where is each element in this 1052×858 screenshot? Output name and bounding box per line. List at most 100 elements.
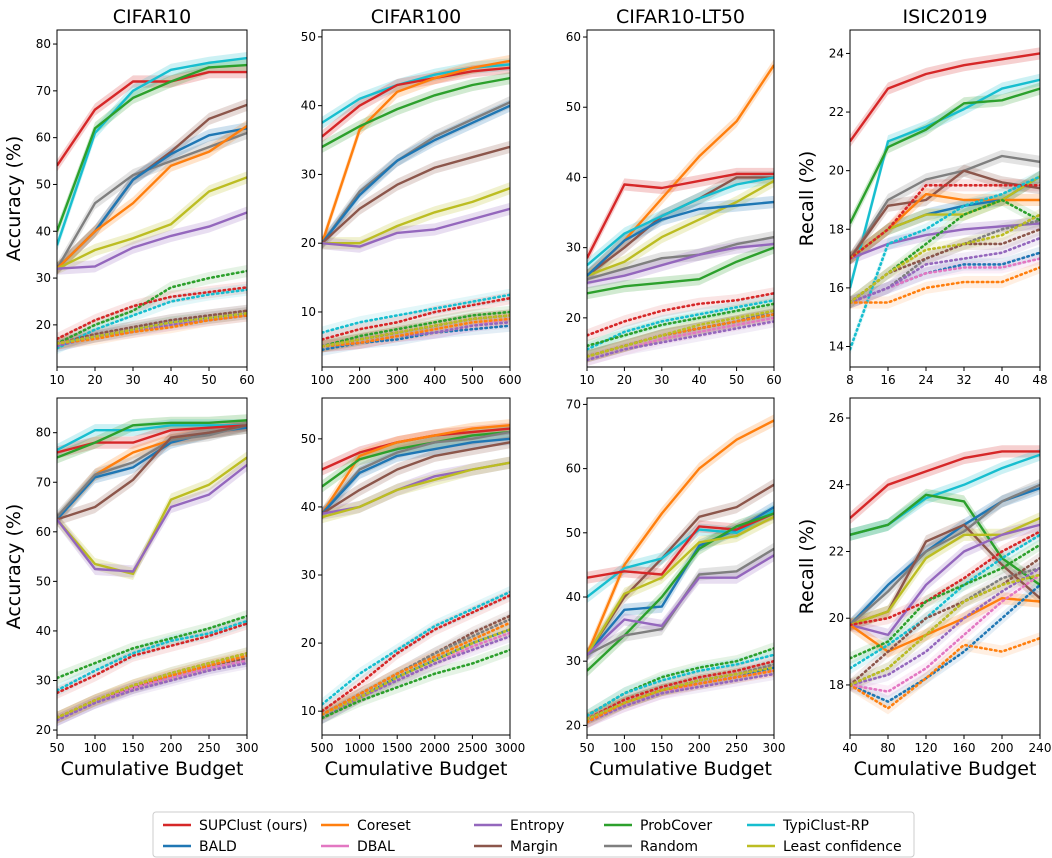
- y-tick-label: 50: [566, 100, 581, 114]
- y-tick-label: 20: [566, 718, 581, 732]
- line-probcover-dotted: [587, 302, 774, 348]
- x-tick-label: 400: [423, 373, 446, 387]
- x-tick-label: 250: [198, 741, 221, 755]
- y-tick-label: 60: [36, 525, 51, 539]
- band-margin-dotted: [850, 223, 1040, 309]
- line-least-confidence-dotted: [587, 309, 774, 358]
- line-typiclust-rp-dotted: [587, 653, 774, 718]
- y-tick-label: 70: [566, 397, 581, 411]
- band-typiclust-rp-dotted: [57, 614, 247, 697]
- band-dbal-dotted: [850, 252, 1040, 309]
- series-group: [850, 47, 1040, 356]
- series-group: [57, 52, 247, 355]
- legend-item-entropy: Entropy: [474, 818, 564, 834]
- band-probcover-solid: [57, 59, 247, 238]
- band-margin-solid: [587, 171, 774, 282]
- line-supclust-ours-dotted: [322, 296, 510, 341]
- line-random-solid: [850, 483, 1040, 626]
- line-probcover-dotted: [322, 310, 510, 348]
- y-tick-label: 50: [36, 574, 51, 588]
- band-probcover-solid: [850, 82, 1040, 230]
- line-bald-dotted: [850, 583, 1040, 703]
- line-coreset-dotted: [850, 266, 1040, 304]
- band-probcover-solid: [587, 507, 774, 677]
- x-tick-label: 16: [880, 373, 895, 387]
- y-tick-label: 30: [566, 241, 581, 255]
- axes-frame: [849, 29, 1041, 368]
- band-entropy-dotted: [850, 232, 1040, 309]
- band-entropy-dotted: [587, 315, 774, 366]
- x-tick-label: 32: [956, 373, 971, 387]
- legend-item-dbal: DBAL: [321, 839, 395, 855]
- x-tick-label: 10: [49, 373, 64, 387]
- panels-layer: 10 20 30 40 50 60 20 30 40 50 60 70 80 CIFAR10 Accurac…: [3, 6, 1051, 780]
- x-tick-label: 24: [918, 373, 933, 387]
- line-least-confidence-dotted: [57, 311, 247, 345]
- series-group: [587, 414, 774, 729]
- x-tick-label: 240: [1029, 741, 1052, 755]
- panel-4: 8 16 24 32 40 48 14 16 18 20 22 24 ISIC2019 Recall (%…: [796, 6, 1048, 387]
- legend-label: SUPClust (ours): [199, 818, 308, 834]
- legend-label: Coreset: [357, 818, 411, 834]
- panel-8: 40 80 120 160 200 240 18 20 22 24 26 Recall (%) Cumu…: [796, 397, 1052, 780]
- y-tick-label: 16: [829, 281, 844, 295]
- line-probcover-solid: [57, 419, 247, 459]
- line-random-solid: [57, 424, 247, 518]
- panel-7: 50 100 150 200 250 300 20 30 40 50 60 70 Cumulative …: [566, 397, 786, 780]
- x-tick-label: 2500: [457, 741, 488, 755]
- band-entropy-solid: [322, 202, 510, 253]
- x-tick-label: 160: [953, 741, 976, 755]
- line-entropy-solid: [322, 207, 510, 248]
- x-tick-label: 100: [311, 373, 334, 387]
- line-typiclust-rp-dotted: [322, 590, 510, 706]
- line-supclust-ours-dotted: [850, 530, 1040, 627]
- y-tick-label: 10: [301, 704, 316, 718]
- panel-6: 500 1000 1500 2000 2500 3000 10 20 30 40 50 Cumulat…: [301, 397, 526, 780]
- panel-title: CIFAR10-LT50: [616, 6, 745, 28]
- y-tick-label: 70: [36, 475, 51, 489]
- line-typiclust-rp-dotted: [850, 175, 1040, 351]
- y-tick-label: 20: [36, 723, 51, 737]
- band-coreset-dotted: [850, 632, 1040, 715]
- x-tick-label: 3000: [495, 741, 526, 755]
- legend-item-coreset: Coreset: [321, 818, 411, 834]
- y-tick-label: 14: [829, 339, 844, 353]
- y-tick-label: 20: [829, 611, 844, 625]
- line-entropy-solid: [57, 463, 247, 573]
- panel-5: 50 100 150 200 250 300 20 30 40 50 60 70 80 Accuracy …: [3, 397, 258, 780]
- line-random-solid: [322, 430, 510, 515]
- line-coreset-solid: [57, 125, 247, 270]
- x-tick-label: 48: [1032, 373, 1047, 387]
- y-tick-label: 40: [36, 624, 51, 638]
- line-least-confidence-solid: [57, 176, 247, 270]
- band-supclust-ours-dotted: [322, 589, 510, 718]
- line-margin-solid: [57, 424, 247, 521]
- y-tick-label: 60: [36, 131, 51, 145]
- line-least-confidence-solid: [57, 456, 247, 576]
- legend-label: Entropy: [510, 818, 564, 834]
- line-typiclust-rp-dotted: [57, 288, 247, 350]
- band-margin-solid: [850, 518, 1040, 631]
- x-axis-label: Cumulative Budget: [854, 758, 1037, 780]
- band-margin-dotted: [850, 552, 1040, 691]
- axes-frame: [849, 397, 1041, 736]
- y-tick-label: 30: [36, 271, 51, 285]
- y-tick-label: 30: [36, 673, 51, 687]
- line-coreset-solid: [322, 59, 510, 244]
- line-typiclust-rp-solid: [57, 424, 247, 452]
- y-tick-label: 80: [36, 37, 51, 51]
- band-supclust-ours-solid: [850, 445, 1040, 525]
- x-tick-label: 10: [579, 373, 594, 387]
- legend-item-margin: Margin: [474, 839, 558, 855]
- y-tick-label: 20: [301, 636, 316, 650]
- line-least-confidence-dotted: [850, 573, 1040, 687]
- line-least-confidence-dotted: [587, 666, 774, 721]
- line-entropy-dotted: [850, 566, 1040, 687]
- legend-item-probcover: ProbCover: [604, 818, 712, 834]
- legend-item-bald: BALD: [163, 839, 237, 855]
- x-tick-label: 100: [84, 741, 107, 755]
- y-tick-label: 30: [301, 167, 316, 181]
- x-tick-label: 40: [842, 741, 857, 755]
- line-entropy-solid: [587, 554, 774, 656]
- line-typiclust-rp-dotted: [850, 533, 1040, 670]
